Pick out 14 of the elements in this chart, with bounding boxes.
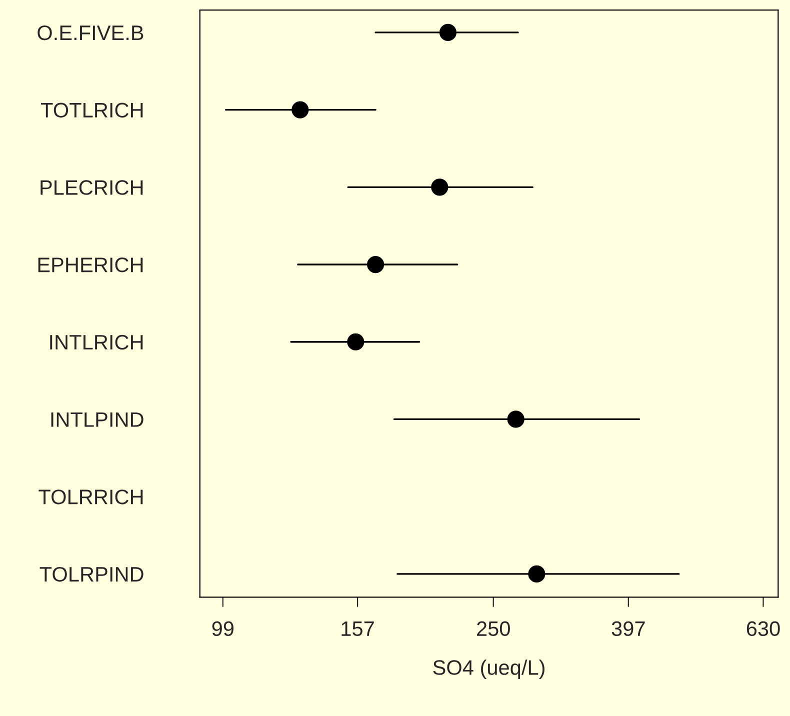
y-tick-label: PLECRICH [40,180,143,195]
y-tick-label: TOTLRICH [40,102,143,118]
y-tick-label: TOLRRICH [38,490,143,504]
y-tick-label: TOLRPIND [40,566,144,582]
y-tick-label: INTLPIND [51,412,144,427]
x-tick-label: 99 [212,621,234,636]
x-tick-label: 397 [612,621,645,636]
y-tick-label: INTLRICH [50,334,143,350]
y-tick-label: EPHERICH [38,258,143,272]
x-axis-title: SO4 (ueq/L) [433,660,544,680]
x-tick-label: 157 [342,622,374,636]
y-tick-label: O.E.FIVE.B [38,25,144,40]
x-tick-label: 630 [746,621,780,636]
x-tick-label: 250 [477,621,510,636]
